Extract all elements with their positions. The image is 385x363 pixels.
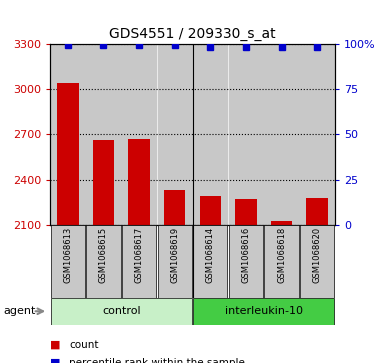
Text: agent: agent: [4, 306, 36, 316]
Text: GSM1068620: GSM1068620: [313, 227, 321, 283]
Bar: [157, 225, 192, 298]
Bar: [300, 44, 334, 225]
Bar: [264, 44, 299, 225]
Bar: [57, 83, 79, 225]
Text: GSM1068613: GSM1068613: [64, 227, 72, 283]
Bar: [86, 44, 121, 225]
Text: ■: ■: [50, 358, 60, 363]
Bar: [164, 190, 186, 225]
Text: GSM1068616: GSM1068616: [241, 227, 250, 283]
Bar: [122, 44, 156, 225]
Text: count: count: [69, 340, 99, 350]
Bar: [235, 199, 257, 225]
Bar: [193, 298, 334, 325]
Bar: [306, 198, 328, 225]
Bar: [86, 225, 121, 298]
Bar: [51, 44, 85, 225]
Text: GSM1068618: GSM1068618: [277, 227, 286, 283]
Bar: [300, 225, 334, 298]
Bar: [193, 225, 228, 298]
Bar: [93, 140, 114, 225]
Text: ■: ■: [50, 340, 60, 350]
Bar: [271, 220, 292, 225]
Text: GSM1068615: GSM1068615: [99, 227, 108, 283]
Text: control: control: [102, 306, 141, 316]
Bar: [51, 225, 85, 298]
Text: GSM1068617: GSM1068617: [135, 227, 144, 283]
Text: interleukin-10: interleukin-10: [225, 306, 303, 316]
Bar: [229, 225, 263, 298]
Title: GDS4551 / 209330_s_at: GDS4551 / 209330_s_at: [109, 27, 276, 41]
Bar: [199, 196, 221, 225]
Bar: [51, 298, 192, 325]
Bar: [122, 225, 156, 298]
Text: GSM1068614: GSM1068614: [206, 227, 215, 283]
Bar: [264, 225, 299, 298]
Bar: [193, 44, 228, 225]
Bar: [128, 139, 150, 225]
Bar: [157, 44, 192, 225]
Bar: [229, 44, 263, 225]
Text: GSM1068619: GSM1068619: [170, 227, 179, 283]
Text: percentile rank within the sample: percentile rank within the sample: [69, 358, 245, 363]
